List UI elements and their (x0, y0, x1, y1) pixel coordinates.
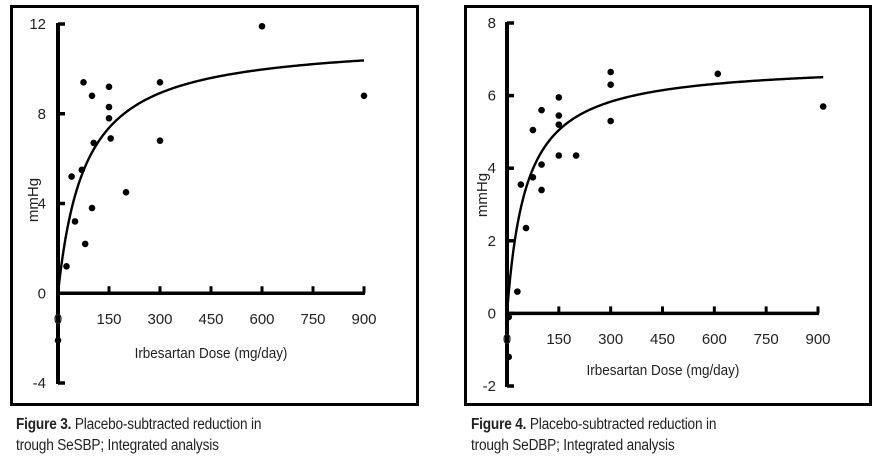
x-tick-label: 600 (702, 331, 727, 348)
figure-4-label: Figure 4. (471, 416, 527, 433)
data-point (80, 79, 87, 86)
data-point (529, 173, 537, 181)
figure-3-label: Figure 3. (16, 416, 72, 433)
data-point (819, 103, 827, 110)
data-point (517, 181, 525, 188)
y-tick-label: 0 (38, 285, 46, 302)
data-point (105, 114, 113, 122)
data-point (714, 70, 722, 78)
data-point (88, 92, 96, 100)
y-tick-label: -4 (33, 375, 46, 392)
x-tick-label: 750 (300, 311, 325, 328)
data-point (607, 68, 614, 76)
y-tick-label: 12 (29, 16, 46, 33)
data-point (156, 79, 164, 86)
x-tick-label: 600 (249, 311, 274, 328)
x-tick-label: 900 (805, 331, 830, 348)
data-point (572, 152, 580, 159)
data-point (505, 313, 513, 321)
x-axis-title: Irbesartan Dose (mg/day) (135, 345, 288, 362)
data-point (71, 218, 79, 225)
x-axis-title: Irbesartan Dose (mg/day) (587, 362, 740, 379)
figure-4-caption-line1: Placebo-subtracted reduction in (526, 416, 717, 433)
figure-3-caption: Figure 3. Placebo-subtracted reduction i… (16, 414, 261, 456)
y-tick-label: 4 (38, 196, 46, 213)
figure-4-caption-line2: trough SeDBP; Integrated analysis (471, 437, 675, 454)
data-point (107, 135, 114, 142)
y-tick-label: 8 (488, 15, 496, 32)
x-tick-label: 750 (754, 331, 779, 348)
y-axis-title: mmHg (25, 178, 42, 222)
figure-3-caption-line2: trough SeSBP; Integrated analysis (16, 437, 219, 454)
x-tick-label: 450 (198, 311, 223, 328)
data-point (122, 188, 130, 196)
figure-4-frame (464, 5, 872, 406)
data-point (522, 224, 530, 232)
data-point (360, 92, 368, 100)
data-point (607, 81, 614, 89)
figure-3-caption-line1: Placebo-subtracted reduction in (71, 416, 262, 433)
x-tick-label: 0 (54, 311, 62, 328)
data-point (90, 139, 97, 147)
data-point (555, 112, 563, 119)
data-point (81, 240, 89, 248)
data-point (105, 103, 113, 111)
data-point (258, 22, 266, 30)
data-point (555, 94, 563, 101)
data-point (555, 121, 563, 128)
data-point (105, 83, 113, 91)
figure-4-caption: Figure 4. Placebo-subtracted reduction i… (471, 414, 716, 456)
figure-3-frame (10, 5, 419, 406)
x-tick-label: 300 (598, 331, 623, 348)
x-tick-label: 300 (147, 311, 172, 328)
y-tick-label: 8 (38, 106, 46, 123)
y-tick-label: 0 (488, 305, 496, 322)
y-tick-label: 2 (488, 233, 496, 250)
data-point (538, 186, 545, 194)
data-point (538, 161, 545, 168)
y-tick-label: 6 (488, 88, 496, 105)
data-point (63, 263, 70, 270)
y-tick-label: 4 (488, 160, 496, 177)
data-point (514, 288, 521, 295)
data-point (529, 126, 537, 134)
data-point (78, 166, 86, 174)
x-tick-label: 0 (503, 331, 511, 348)
data-point (538, 106, 545, 114)
data-point (68, 173, 75, 180)
data-point (607, 117, 614, 125)
y-tick-label: -2 (483, 378, 496, 395)
y-axis-title: mmHg (474, 173, 491, 217)
data-point (88, 204, 96, 212)
data-point (555, 152, 563, 159)
x-tick-label: 450 (650, 331, 675, 348)
fit-curve (505, 75, 824, 314)
data-point (54, 337, 62, 344)
fit-curve (56, 59, 365, 294)
data-point (505, 353, 513, 361)
data-point (156, 137, 164, 144)
x-tick-label: 900 (351, 311, 376, 328)
x-tick-label: 150 (96, 311, 121, 328)
x-tick-label: 150 (546, 331, 571, 348)
